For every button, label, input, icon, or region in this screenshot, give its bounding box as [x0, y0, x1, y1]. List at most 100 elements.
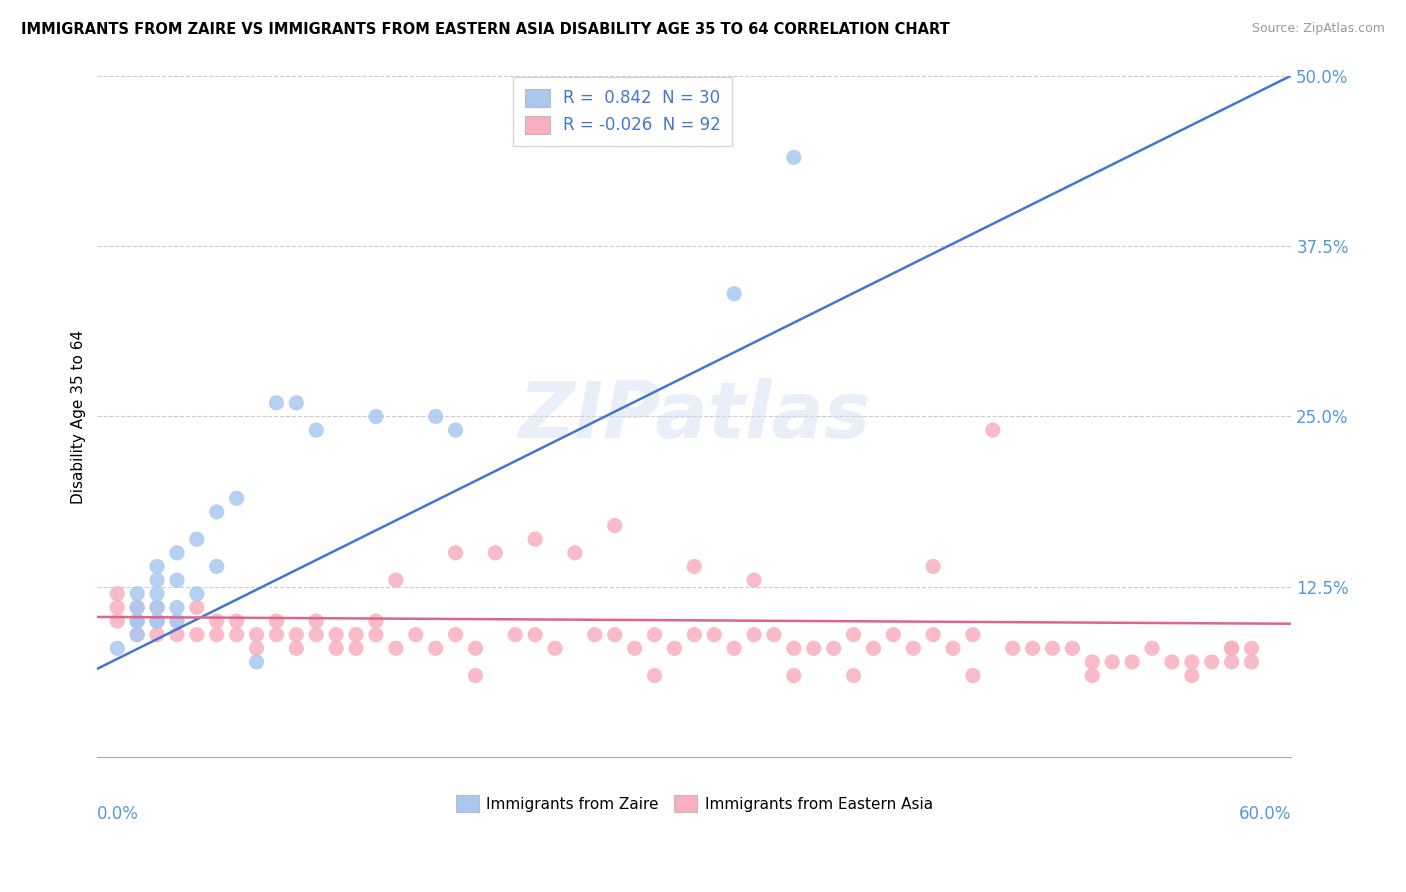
Point — [703, 628, 725, 642]
Point — [186, 587, 208, 601]
Point — [146, 614, 169, 628]
Point — [105, 614, 128, 628]
Point — [1201, 655, 1223, 669]
Point — [1220, 655, 1243, 669]
Point — [127, 628, 149, 642]
Point — [962, 668, 984, 682]
Point — [1062, 641, 1084, 656]
Point — [127, 587, 149, 601]
Point — [1001, 641, 1024, 656]
Point — [1181, 655, 1204, 669]
Point — [305, 423, 328, 437]
Point — [1240, 641, 1263, 656]
Y-axis label: Disability Age 35 to 64: Disability Age 35 to 64 — [72, 329, 86, 503]
Point — [186, 532, 208, 546]
Point — [105, 600, 128, 615]
Point — [166, 614, 188, 628]
Point — [127, 600, 149, 615]
Point — [245, 641, 267, 656]
Text: IMMIGRANTS FROM ZAIRE VS IMMIGRANTS FROM EASTERN ASIA DISABILITY AGE 35 TO 64 CO: IMMIGRANTS FROM ZAIRE VS IMMIGRANTS FROM… — [21, 22, 950, 37]
Point — [762, 628, 785, 642]
Point — [444, 628, 467, 642]
Point — [922, 559, 945, 574]
Point — [186, 628, 208, 642]
Point — [146, 600, 169, 615]
Point — [1161, 655, 1184, 669]
Point — [544, 641, 567, 656]
Text: 60.0%: 60.0% — [1239, 805, 1291, 823]
Point — [644, 668, 666, 682]
Point — [603, 518, 626, 533]
Point — [105, 587, 128, 601]
Point — [285, 628, 308, 642]
Point — [1101, 655, 1123, 669]
Point — [723, 641, 745, 656]
Point — [1220, 641, 1243, 656]
Point — [245, 655, 267, 669]
Point — [1081, 655, 1104, 669]
Point — [127, 614, 149, 628]
Point — [464, 641, 486, 656]
Point — [146, 587, 169, 601]
Point — [225, 628, 247, 642]
Point — [683, 628, 706, 642]
Point — [664, 641, 686, 656]
Point — [1042, 641, 1064, 656]
Point — [225, 614, 247, 628]
Point — [723, 286, 745, 301]
Point — [425, 409, 447, 424]
Point — [146, 573, 169, 587]
Point — [1140, 641, 1163, 656]
Point — [464, 668, 486, 682]
Point — [364, 628, 387, 642]
Point — [742, 628, 765, 642]
Point — [981, 423, 1004, 437]
Point — [146, 559, 169, 574]
Point — [166, 600, 188, 615]
Point — [842, 628, 865, 642]
Point — [783, 150, 806, 164]
Point — [444, 546, 467, 560]
Point — [425, 641, 447, 656]
Point — [146, 614, 169, 628]
Point — [962, 628, 984, 642]
Text: 0.0%: 0.0% — [97, 805, 139, 823]
Point — [205, 505, 228, 519]
Point — [364, 614, 387, 628]
Point — [524, 532, 547, 546]
Point — [1220, 641, 1243, 656]
Point — [325, 628, 347, 642]
Text: Source: ZipAtlas.com: Source: ZipAtlas.com — [1251, 22, 1385, 36]
Point — [105, 641, 128, 656]
Point — [503, 628, 526, 642]
Point — [405, 628, 427, 642]
Point — [127, 614, 149, 628]
Point — [1121, 655, 1143, 669]
Point — [922, 628, 945, 642]
Point — [1181, 668, 1204, 682]
Point — [444, 423, 467, 437]
Point — [266, 396, 288, 410]
Point — [823, 641, 845, 656]
Point — [1081, 668, 1104, 682]
Point — [205, 559, 228, 574]
Point — [742, 573, 765, 587]
Point — [266, 628, 288, 642]
Point — [882, 628, 904, 642]
Point — [305, 614, 328, 628]
Point — [344, 641, 367, 656]
Point — [127, 628, 149, 642]
Legend: Immigrants from Zaire, Immigrants from Eastern Asia: Immigrants from Zaire, Immigrants from E… — [450, 789, 939, 818]
Point — [623, 641, 645, 656]
Point — [942, 641, 965, 656]
Point — [166, 573, 188, 587]
Point — [225, 491, 247, 506]
Point — [166, 614, 188, 628]
Point — [344, 628, 367, 642]
Point — [205, 614, 228, 628]
Point — [783, 641, 806, 656]
Point — [484, 546, 506, 560]
Point — [644, 628, 666, 642]
Point — [385, 573, 408, 587]
Point — [1240, 655, 1263, 669]
